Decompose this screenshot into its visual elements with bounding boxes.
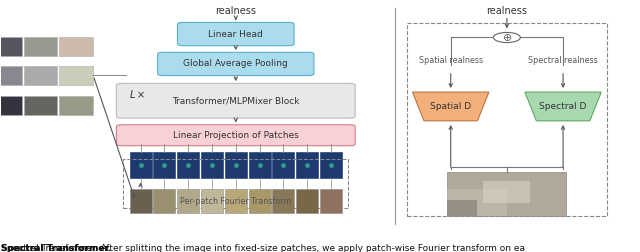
Bar — [273, 189, 294, 213]
Text: realness: realness — [215, 6, 256, 16]
Text: Spectral Transformer.: Spectral Transformer. — [1, 244, 111, 252]
Bar — [59, 37, 93, 56]
Bar — [248, 152, 271, 178]
FancyBboxPatch shape — [157, 52, 314, 76]
FancyBboxPatch shape — [116, 83, 355, 118]
Bar — [201, 152, 223, 178]
Polygon shape — [525, 92, 601, 121]
Text: Spatial realness: Spatial realness — [419, 56, 483, 65]
Text: Spectral Transformer.: Spectral Transformer. — [1, 244, 111, 252]
Bar — [483, 181, 531, 203]
Bar — [0, 96, 22, 115]
Bar — [296, 152, 318, 178]
Bar — [177, 152, 199, 178]
Text: Linear Projection of Patches: Linear Projection of Patches — [173, 131, 299, 140]
Bar — [59, 66, 93, 85]
Bar — [320, 152, 342, 178]
Text: Spatial D: Spatial D — [430, 102, 471, 111]
Bar — [407, 22, 607, 216]
Bar — [24, 66, 57, 85]
Bar — [201, 189, 223, 213]
Bar — [320, 189, 342, 213]
Bar — [0, 37, 22, 56]
Bar — [248, 189, 271, 213]
FancyBboxPatch shape — [177, 22, 294, 46]
Bar — [129, 152, 152, 178]
Text: $L\times$: $L\times$ — [129, 88, 145, 100]
Bar — [154, 152, 175, 178]
Text: Linear Head: Linear Head — [209, 29, 263, 39]
Bar — [124, 159, 348, 208]
Bar — [129, 189, 152, 213]
Text: Spectral D: Spectral D — [540, 102, 587, 111]
Text: realness: realness — [486, 6, 527, 16]
Text: Transformer/MLPMixer Block: Transformer/MLPMixer Block — [172, 96, 300, 105]
Text: Per-patch Fourier Transform: Per-patch Fourier Transform — [180, 197, 292, 206]
Bar — [59, 96, 93, 115]
Bar — [273, 152, 294, 178]
Bar — [447, 190, 507, 216]
Text: $\oplus$: $\oplus$ — [502, 32, 512, 43]
Bar — [0, 66, 22, 85]
Text: Spectral Transformer. After splitting the image into fixed-size patches, we appl: Spectral Transformer. After splitting th… — [1, 244, 525, 252]
Polygon shape — [413, 92, 489, 121]
Bar — [177, 189, 199, 213]
Bar — [24, 37, 57, 56]
Text: Global Average Pooling: Global Average Pooling — [184, 59, 288, 69]
Bar — [24, 96, 57, 115]
FancyBboxPatch shape — [116, 125, 355, 146]
Text: Spectral realness: Spectral realness — [528, 56, 598, 65]
Bar — [225, 189, 247, 213]
Bar — [447, 172, 566, 216]
Bar — [154, 189, 175, 213]
Bar — [225, 152, 247, 178]
Bar — [296, 189, 318, 213]
Bar — [447, 200, 477, 216]
